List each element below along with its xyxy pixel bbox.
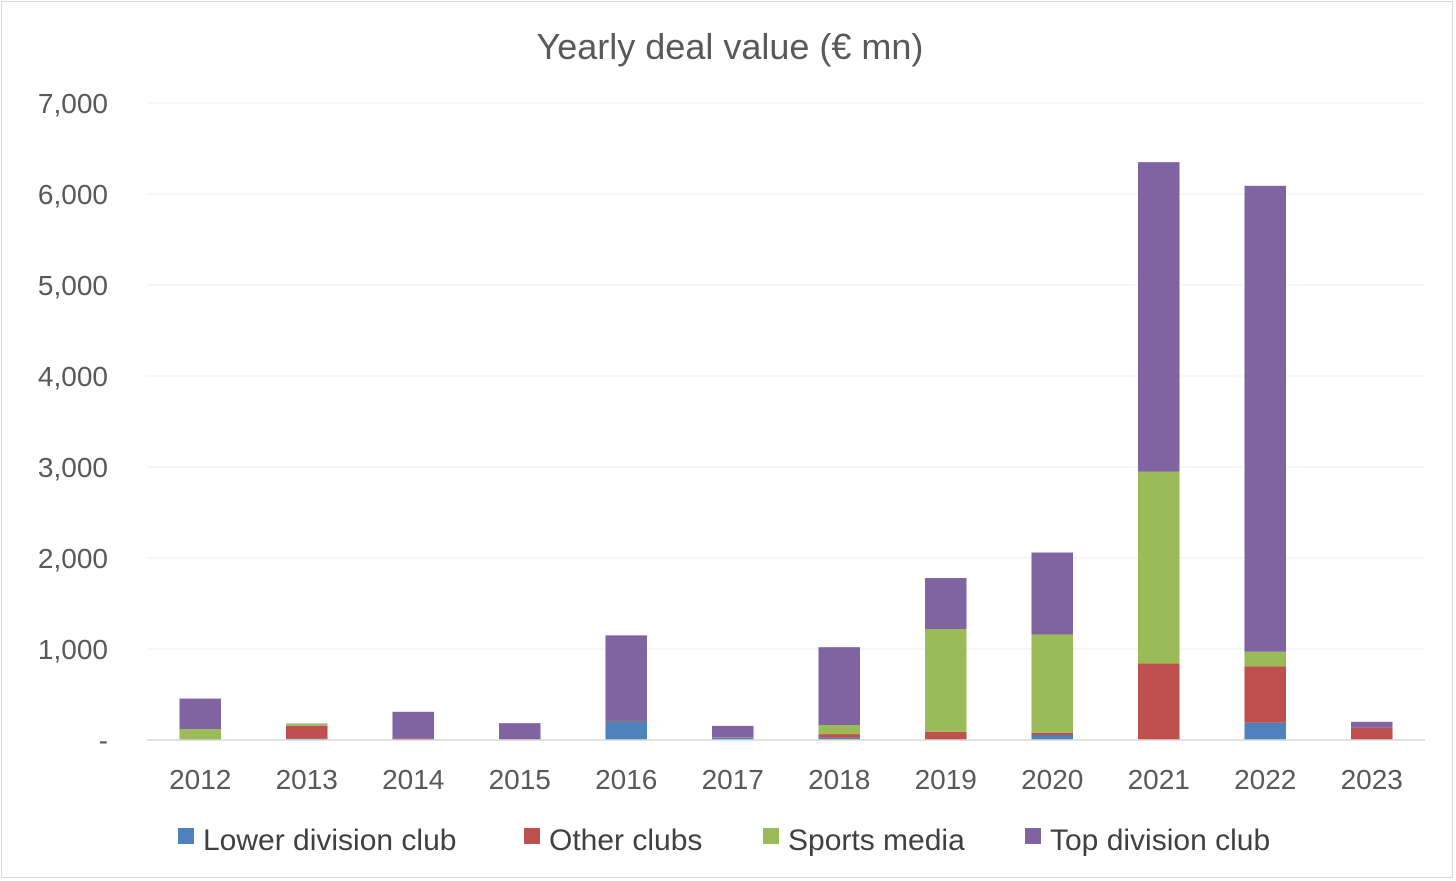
bar-segment xyxy=(285,725,328,739)
bar-segment xyxy=(1137,471,1180,664)
x-tick-label: 2021 xyxy=(1128,764,1190,795)
x-axis-tick-labels: 2012 2013 2014 2015 2016 2017 2018 2019 2020 2021… xyxy=(169,764,1403,795)
bar-segment xyxy=(605,635,648,720)
x-tick-label: 2017 xyxy=(702,764,764,795)
bar-segment xyxy=(1244,666,1287,723)
x-tick-label: 2015 xyxy=(489,764,551,795)
legend-swatch xyxy=(1025,828,1041,844)
bar-segment xyxy=(1031,734,1074,740)
bar-segment xyxy=(1350,727,1393,740)
y-tick-label: 3,000 xyxy=(38,452,108,483)
y-tick-label: 4,000 xyxy=(38,361,108,392)
bar-segment xyxy=(179,729,222,740)
bar-segment xyxy=(605,719,648,721)
bar-segment xyxy=(818,647,861,725)
bar-segment xyxy=(818,737,861,740)
bar-segment xyxy=(818,724,861,735)
bar-segment xyxy=(392,738,435,740)
legend: Lower division club Other clubs Sports med… xyxy=(178,824,1270,857)
legend-label: Sports media xyxy=(788,824,965,857)
chart-title: Yearly deal value (€ mn) xyxy=(537,26,924,67)
x-tick-label: 2022 xyxy=(1234,764,1296,795)
legend-label: Other clubs xyxy=(549,824,702,857)
y-tick-label: 1,000 xyxy=(38,634,108,665)
legend-label: Lower division club xyxy=(203,824,456,857)
x-tick-label: 2013 xyxy=(276,764,338,795)
bar-segment xyxy=(711,725,754,738)
legend-label: Top division club xyxy=(1050,824,1270,857)
x-tick-label: 2019 xyxy=(915,764,977,795)
bar-segment xyxy=(1244,722,1287,740)
x-tick-label: 2014 xyxy=(382,764,444,795)
bar-segment xyxy=(924,578,967,629)
y-tick-label: 6,000 xyxy=(38,179,108,210)
bar-segment xyxy=(1244,651,1287,667)
y-tick-label: 7,000 xyxy=(38,88,108,119)
x-tick-label: 2016 xyxy=(595,764,657,795)
bar-segment xyxy=(1350,721,1393,728)
legend-swatch xyxy=(763,828,779,844)
y-tick-label: 2,000 xyxy=(38,543,108,574)
bar-segment xyxy=(1137,663,1180,740)
legend-swatch xyxy=(524,828,540,844)
bar-segment xyxy=(1031,732,1074,735)
bar-segment xyxy=(392,711,435,739)
bar-segment xyxy=(1137,162,1180,472)
bar-segment xyxy=(605,720,648,740)
x-tick-label: 2012 xyxy=(169,764,231,795)
bar-segment xyxy=(924,731,967,740)
y-tick-label: - xyxy=(99,725,108,756)
bar-segment xyxy=(924,628,967,732)
bars xyxy=(179,162,1393,740)
bar-segment xyxy=(179,698,222,730)
bar-segment xyxy=(1244,185,1287,652)
y-tick-label: 5,000 xyxy=(38,270,108,301)
x-tick-label: 2018 xyxy=(808,764,870,795)
bar-segment xyxy=(498,723,541,740)
x-tick-label: 2023 xyxy=(1341,764,1403,795)
bar-segment xyxy=(1031,552,1074,635)
bar-segment xyxy=(818,734,861,738)
gridlines xyxy=(147,102,1425,650)
bar-segment xyxy=(711,737,754,740)
bar-segment xyxy=(1031,634,1074,733)
legend-swatch xyxy=(178,828,194,844)
y-axis-tick-labels: - 1,000 2,000 3,000 4,000 5,000 6,000 7,000 xyxy=(38,88,108,756)
x-tick-label: 2020 xyxy=(1021,764,1083,795)
bar-segment xyxy=(285,724,328,726)
